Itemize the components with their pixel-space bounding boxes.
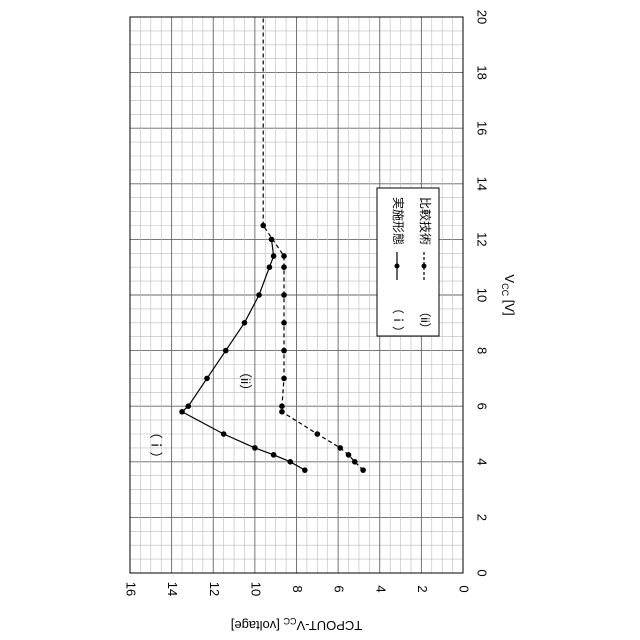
series-annotation: （ii）: [238, 365, 253, 397]
x-tick-label: 16: [475, 121, 490, 135]
series-line-1: [263, 226, 363, 471]
x-tick-label: 18: [475, 65, 490, 79]
legend-series-name: （ｉ）: [391, 302, 405, 338]
y-tick-label: 2: [415, 585, 430, 592]
data-point: [281, 253, 287, 259]
y-tick-label: 14: [165, 582, 180, 596]
data-point: [281, 320, 287, 326]
x-tick-label: 4: [475, 458, 490, 465]
data-point: [204, 376, 210, 382]
data-point: [281, 376, 287, 382]
data-point: [315, 431, 321, 437]
data-point: [242, 320, 248, 326]
y-tick-label: 6: [332, 585, 347, 592]
legend-series-name: （ii）: [418, 305, 432, 334]
data-point: [279, 409, 285, 415]
data-point: [346, 452, 352, 458]
y-tick-label: 12: [207, 582, 222, 596]
data-point: [281, 348, 287, 354]
series-line-0: [182, 239, 305, 470]
data-point: [221, 431, 227, 437]
legend-marker: [422, 264, 427, 269]
x-tick-label: 20: [475, 10, 490, 24]
x-tick-label: 8: [475, 347, 490, 354]
data-point: [337, 445, 343, 451]
legend-marker: [395, 264, 400, 269]
data-point: [302, 467, 308, 473]
x-tick-label: 12: [475, 232, 490, 246]
y-tick-label: 16: [124, 582, 139, 596]
x-tick-label: 0: [475, 569, 490, 576]
data-point: [179, 409, 185, 415]
x-tick-label: 14: [475, 177, 490, 191]
data-point: [256, 292, 262, 298]
data-point: [281, 264, 287, 270]
annotations: （ｉ） （ii）: [149, 365, 253, 464]
legend: （ｉ） 実施形態 （ii） 比較技術: [377, 188, 439, 338]
y-tick-label: 10: [248, 582, 263, 596]
x-tick-label: 10: [475, 288, 490, 302]
data-point: [279, 403, 285, 409]
data-point: [271, 452, 277, 458]
data-point: [252, 445, 258, 451]
data-point: [267, 264, 273, 270]
data-point: [185, 403, 191, 409]
x-tick-label: 2: [475, 514, 490, 521]
data-point: [281, 292, 287, 298]
data-point: [352, 459, 358, 465]
data-point: [287, 459, 293, 465]
x-tick-label: 6: [475, 403, 490, 410]
legend-label: 実施形態: [391, 197, 406, 245]
data-point: [271, 253, 277, 259]
y-axis-label: TCPOUT-VCC [voltage]: [231, 616, 363, 633]
series-annotation: （ｉ）: [149, 426, 164, 465]
y-tick-label: 8: [290, 585, 305, 592]
data-point: [360, 467, 366, 473]
y-tick-label: 0: [457, 585, 472, 592]
y-tick-label: 4: [373, 585, 388, 592]
x-axis-label: VCC [V]: [500, 274, 517, 315]
legend-label: 比較技術: [418, 197, 433, 245]
data-point: [223, 348, 229, 354]
